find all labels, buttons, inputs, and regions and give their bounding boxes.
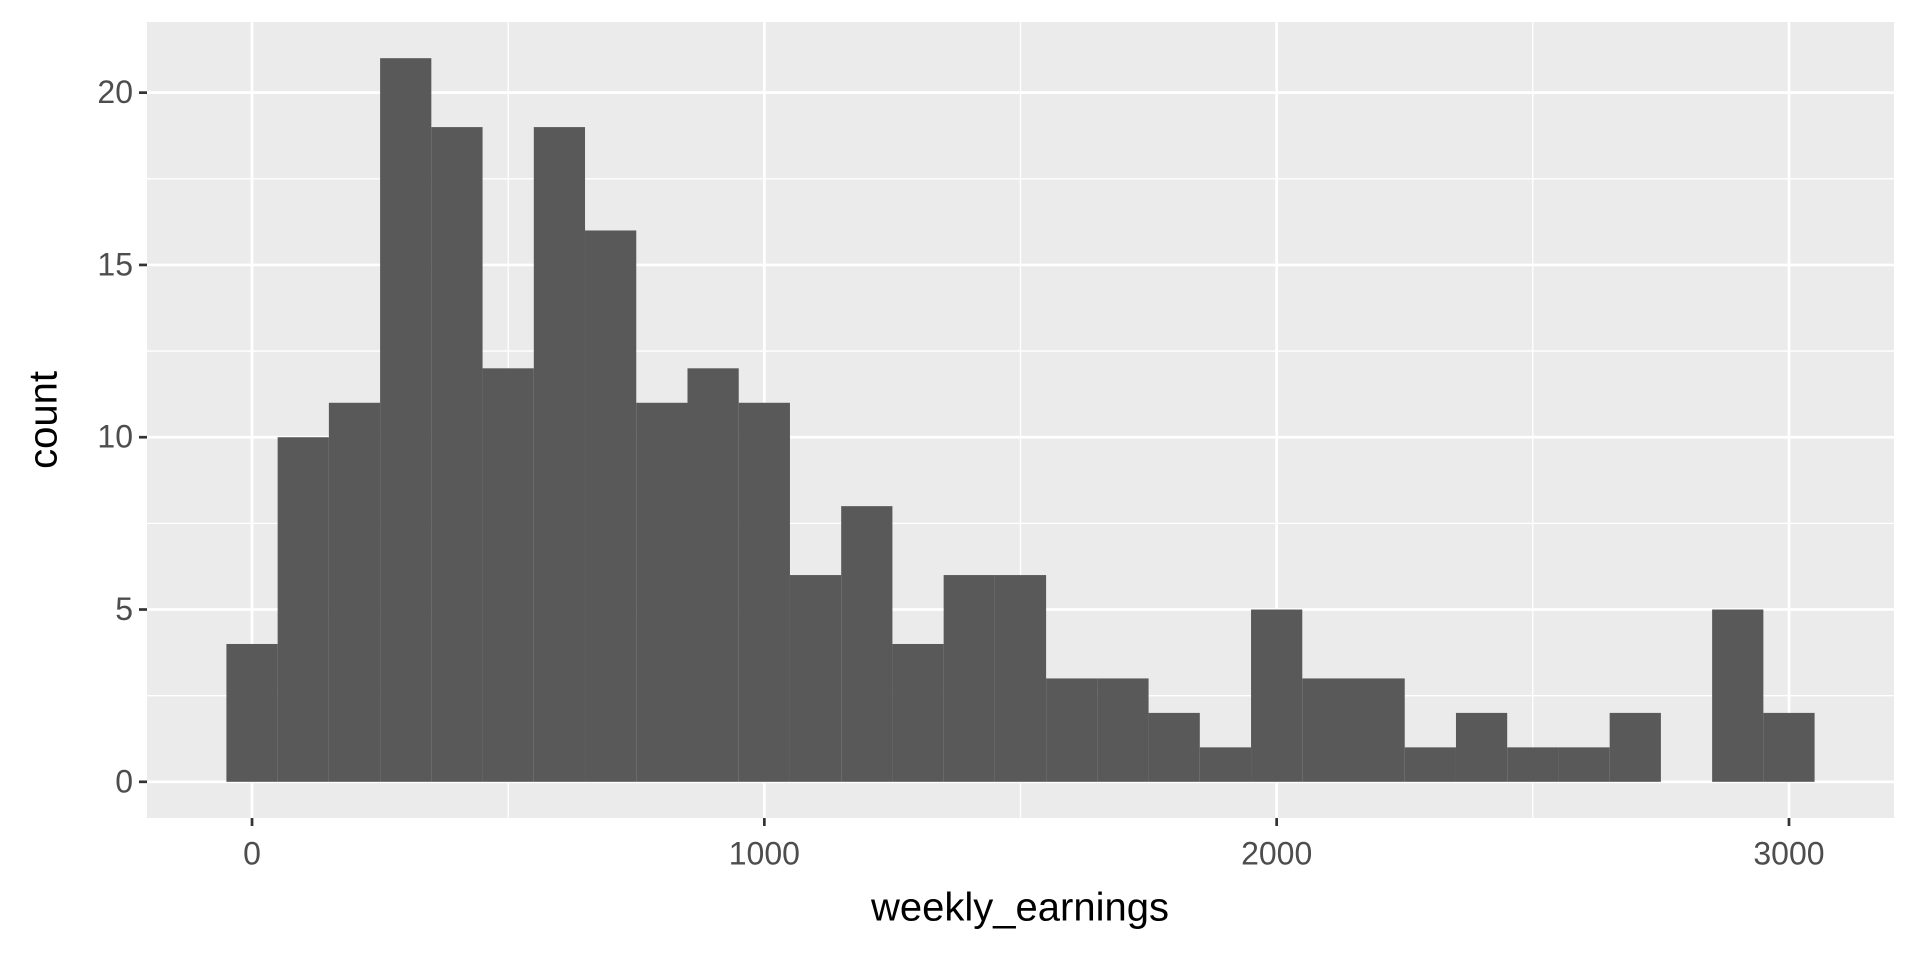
bar <box>1302 678 1354 782</box>
bar <box>226 643 278 782</box>
bar <box>789 575 842 782</box>
bar <box>943 575 995 782</box>
bar <box>841 506 893 782</box>
y-tick-label: 20 <box>97 74 133 110</box>
bar <box>1199 747 1252 782</box>
bar <box>738 402 790 782</box>
bar <box>1148 712 1200 782</box>
bar <box>1558 747 1610 782</box>
x-axis-title: weekly_earnings <box>870 886 1169 930</box>
bar <box>277 437 329 782</box>
x-tick-label: 1000 <box>729 835 800 871</box>
y-tick-label: 15 <box>97 246 133 282</box>
y-axis-title: count <box>22 371 66 469</box>
bar <box>994 575 1047 782</box>
bar <box>1353 678 1405 782</box>
bar <box>1046 678 1098 782</box>
x-tick-label: 2000 <box>1241 835 1312 871</box>
bar <box>1455 712 1508 782</box>
x-tick-label: 0 <box>243 835 261 871</box>
bar <box>585 230 637 782</box>
y-tick-label: 5 <box>115 591 133 627</box>
bar <box>636 402 688 782</box>
bar <box>892 643 944 782</box>
bar <box>1712 609 1764 782</box>
bar <box>380 58 432 782</box>
y-tick-label: 10 <box>97 419 133 455</box>
bar <box>1763 712 1815 782</box>
bar <box>1097 678 1149 782</box>
bar <box>533 127 586 782</box>
bar <box>1507 747 1559 782</box>
bar <box>482 368 534 782</box>
x-tick-label: 3000 <box>1753 835 1824 871</box>
bar <box>431 127 483 782</box>
bar <box>1609 712 1661 782</box>
bar <box>687 368 739 782</box>
bar <box>1251 609 1303 782</box>
y-tick-label: 0 <box>115 763 133 799</box>
bar <box>1404 747 1456 782</box>
bar <box>328 402 381 782</box>
